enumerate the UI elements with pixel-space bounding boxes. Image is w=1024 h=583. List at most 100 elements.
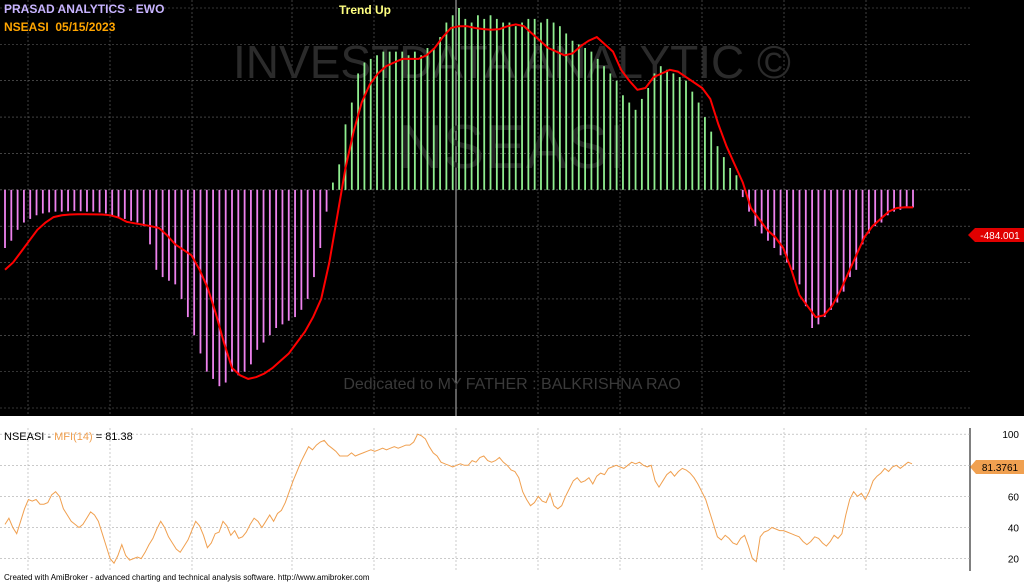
ewo-bar xyxy=(722,157,725,190)
ewo-bar xyxy=(205,189,208,372)
ewo-bar xyxy=(294,189,296,318)
ewo-bar xyxy=(704,117,706,190)
ewo-bar xyxy=(502,22,505,190)
ewo-bar xyxy=(432,48,435,190)
app-title: PRASAD ANALYTICS - EWO xyxy=(4,2,164,16)
panel-separator xyxy=(0,416,1024,428)
ewo-bar xyxy=(60,189,63,212)
ewo-last-value-badge: -484.001 xyxy=(968,228,1024,242)
ewo-bar xyxy=(149,189,151,245)
ewo-bar xyxy=(180,189,183,299)
ewo-bar xyxy=(231,189,233,372)
ewo-bar xyxy=(508,22,511,190)
ewo-bar xyxy=(136,189,139,223)
ewo-bar xyxy=(685,80,687,190)
ewo-bar xyxy=(527,18,530,190)
ewo-bar xyxy=(483,18,486,190)
mfi-panel-background xyxy=(0,428,970,571)
ewo-bar xyxy=(836,189,839,303)
ewo-bar xyxy=(622,95,624,190)
ewo-last-value: -484.001 xyxy=(980,231,1020,242)
ewo-bar xyxy=(817,189,820,325)
ewo-bar xyxy=(104,189,107,214)
ewo-bar xyxy=(281,189,284,325)
ewo-bar xyxy=(445,22,448,190)
watermark-symbol: NSEASI xyxy=(398,113,625,182)
ewo-bar xyxy=(268,189,271,336)
ewo-bar xyxy=(577,44,580,190)
ewo-bar xyxy=(413,51,416,190)
ewo-bar xyxy=(672,73,675,190)
ewo-bar xyxy=(319,189,322,248)
ewo-bar xyxy=(552,22,555,190)
ewo-bar xyxy=(262,189,265,343)
mfi-axis-area xyxy=(970,428,1024,571)
ewo-bar xyxy=(439,37,441,190)
ewo-bar xyxy=(640,98,643,190)
ewo-bar xyxy=(117,189,120,218)
ewo-bar xyxy=(653,73,656,190)
ewo-bar xyxy=(874,189,877,227)
ewo-bar xyxy=(168,189,170,281)
ewo-bar xyxy=(10,189,13,241)
ewo-bar xyxy=(678,77,681,190)
ewo-bar xyxy=(41,189,44,214)
mfi-y-tick-label: 60 xyxy=(1008,492,1020,503)
ewo-bar xyxy=(811,189,814,328)
ewo-bar xyxy=(218,189,221,387)
ewo-bar xyxy=(659,66,662,190)
ewo-bar xyxy=(893,189,895,212)
ewo-bar xyxy=(697,102,700,190)
ewo-bar xyxy=(338,164,341,190)
ewo-bar xyxy=(344,124,347,190)
mfi-y-tick-label: 40 xyxy=(1008,523,1020,534)
mfi-grid xyxy=(0,428,970,571)
ewo-bar xyxy=(92,189,95,212)
ewo-bar xyxy=(767,189,769,241)
ewo-bar xyxy=(899,189,902,210)
ewo-bar xyxy=(4,189,6,248)
ewo-bar xyxy=(369,58,372,190)
ewo-bar xyxy=(634,109,637,190)
watermark-main: INVESTDATA ANALYTIC © xyxy=(233,36,791,88)
ewo-bar xyxy=(130,189,133,221)
ewo-bar xyxy=(521,22,523,190)
ewo-bar xyxy=(155,189,158,270)
ewo-bar xyxy=(407,55,410,190)
ewo-bar xyxy=(565,33,568,190)
ewo-bar xyxy=(798,189,801,285)
mfi-y-tick-label: 20 xyxy=(1008,555,1020,566)
ewo-bar xyxy=(174,189,177,285)
ewo-bar xyxy=(514,26,517,190)
ewo-bar xyxy=(546,18,549,190)
mfi-legend-series: MFI(14) xyxy=(54,431,93,443)
mfi-last-value: 81.3761 xyxy=(982,463,1019,474)
symbol-date: NSEASI 05/15/2023 xyxy=(4,20,116,34)
ewo-bar xyxy=(823,189,826,318)
mfi-legend-symbol: NSEASI xyxy=(4,431,44,443)
ewo-bar xyxy=(830,189,832,310)
ewo-bar xyxy=(237,189,240,376)
ewo-bar xyxy=(161,189,164,278)
ewo-bar xyxy=(470,22,473,190)
ewo-bar xyxy=(212,189,214,379)
ewo-bar xyxy=(401,51,404,190)
ewo-bar xyxy=(350,102,353,190)
ewo-bar xyxy=(420,55,423,190)
ewo-bar xyxy=(716,146,719,190)
ewo-bar xyxy=(584,48,587,190)
ewo-bar xyxy=(861,189,864,245)
ewo-bar xyxy=(256,189,259,350)
ewo-bar xyxy=(313,189,315,278)
ewo-bar xyxy=(73,189,76,211)
mfi-legend-value: 81.38 xyxy=(105,431,133,443)
watermark-dedication: Dedicated to MY FATHER : BALKRISHNA RAO xyxy=(343,376,680,393)
ewo-signal-line xyxy=(4,23,914,380)
ewo-bar xyxy=(792,189,795,270)
ewo-bar xyxy=(729,168,732,190)
ewo-bar xyxy=(29,189,32,219)
ewo-bar xyxy=(842,189,845,292)
ewo-bar xyxy=(35,189,38,216)
ewo-bar xyxy=(691,91,694,190)
